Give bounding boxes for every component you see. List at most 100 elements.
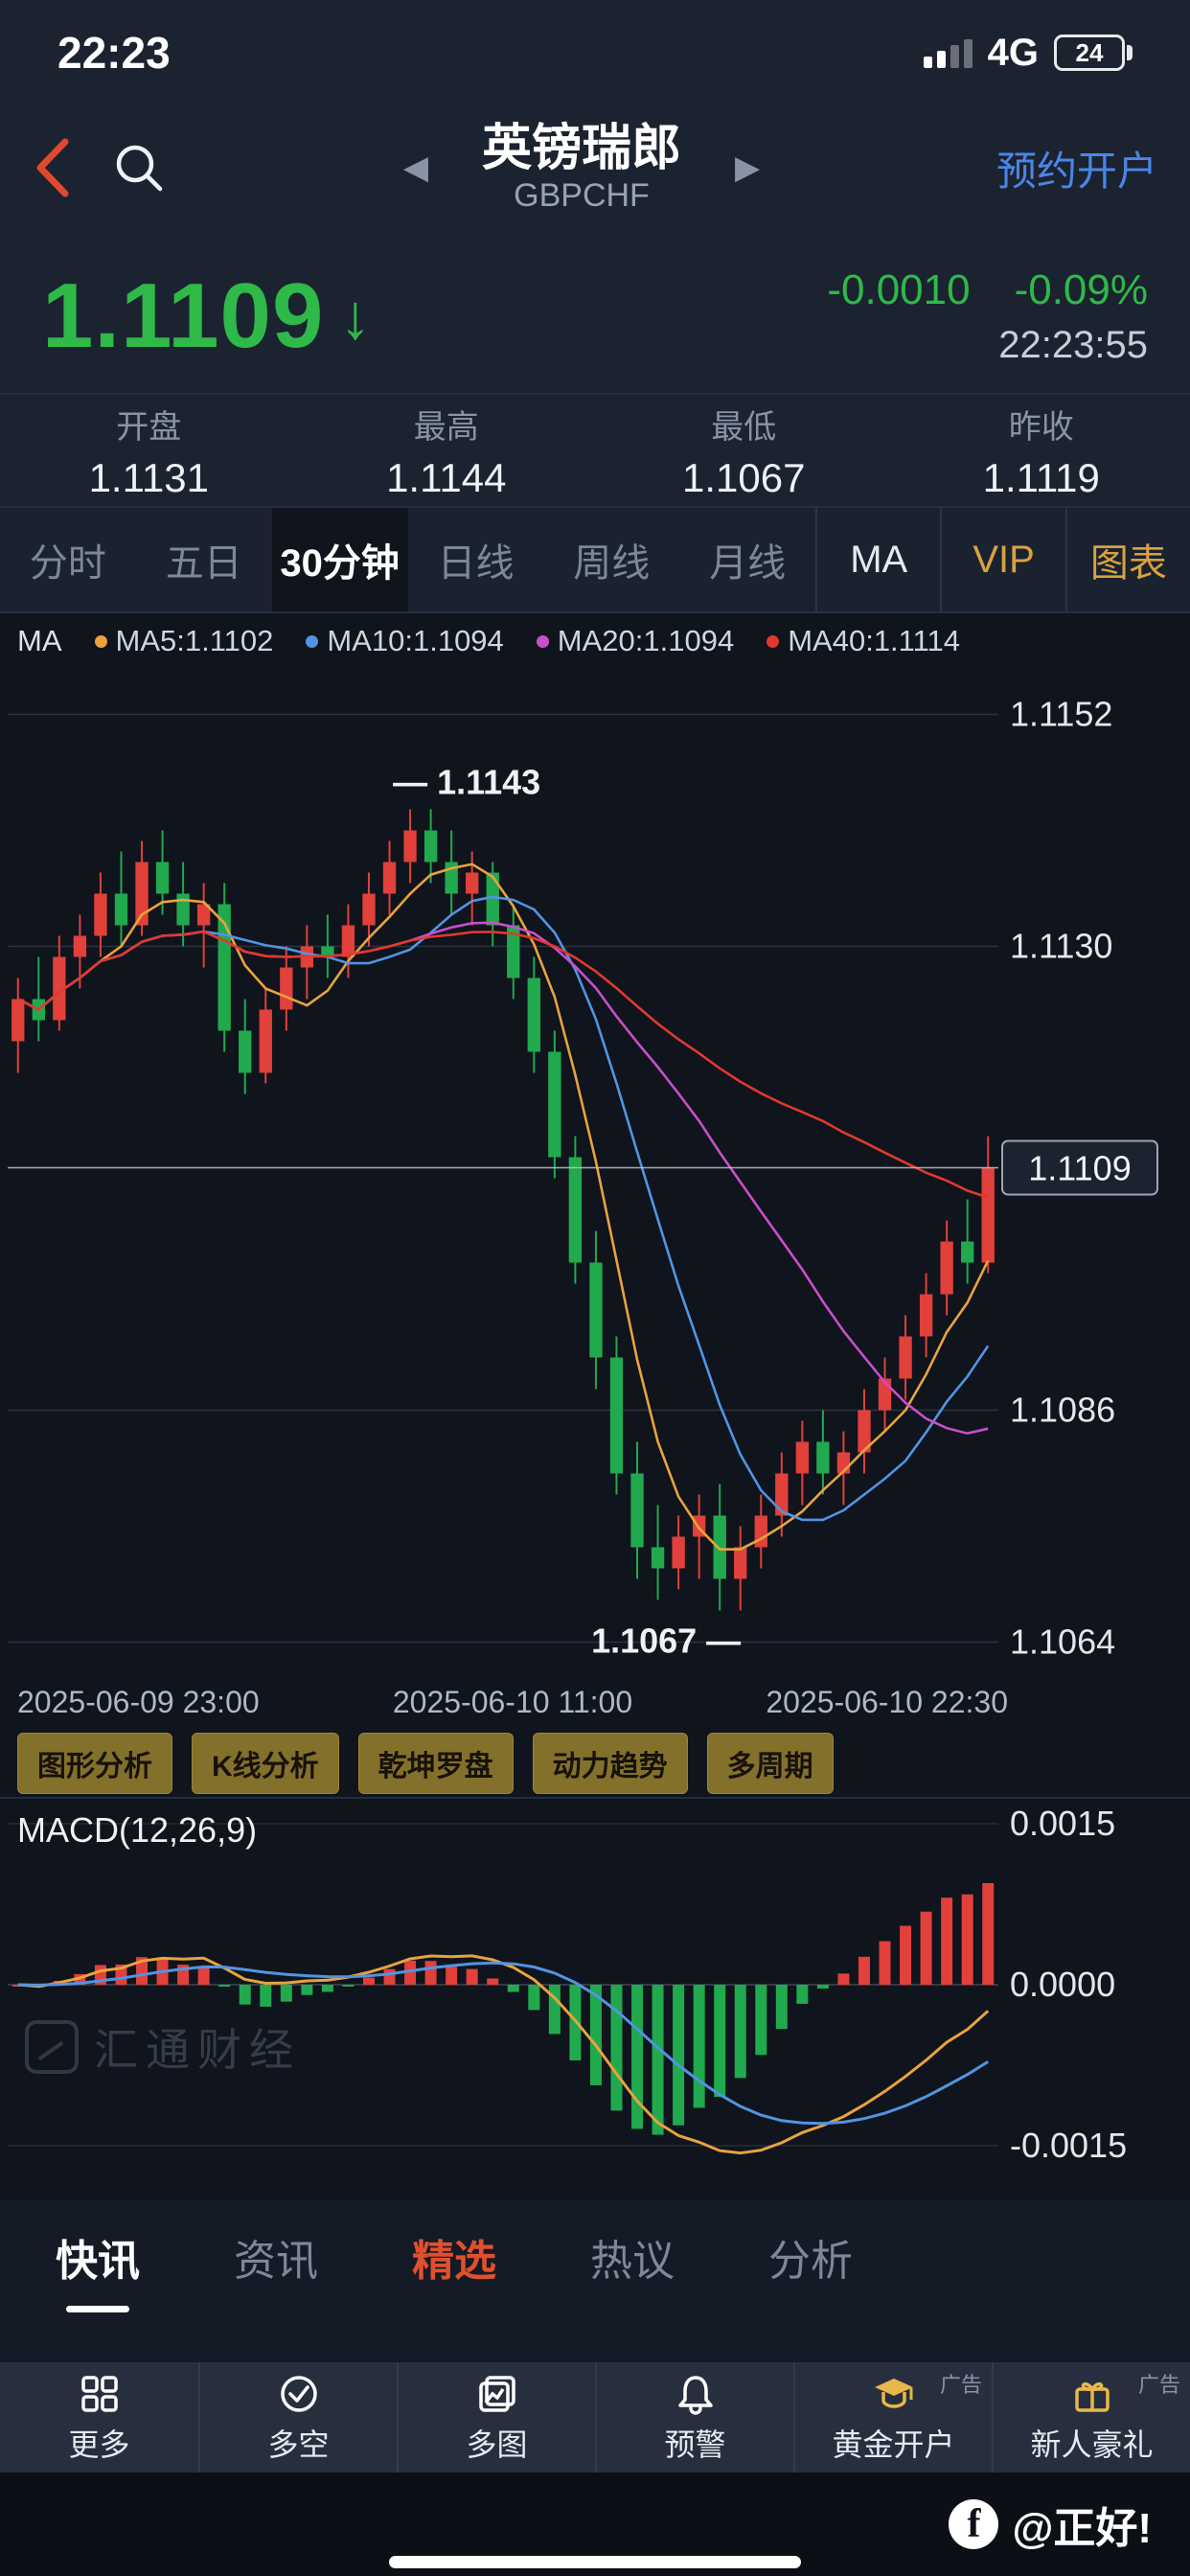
vip-button[interactable]: VIP	[940, 508, 1064, 611]
x-label-end: 2025-06-10 22:30	[766, 1684, 1008, 1719]
nav-more[interactable]: 更多	[0, 2362, 198, 2472]
svg-text:1.1064: 1.1064	[1010, 1622, 1115, 1662]
momentum-trend-button[interactable]: 动力趋势	[532, 1733, 688, 1794]
ad-badge: 广告	[1137, 2373, 1180, 2397]
ma10-legend: MA10:1.1094	[306, 624, 504, 658]
multi-period-button[interactable]: 多周期	[706, 1733, 834, 1794]
tab-fenxi[interactable]: 分析	[768, 2238, 853, 2285]
grid-icon	[80, 2375, 118, 2412]
tab-monthly[interactable]: 月线	[709, 542, 787, 585]
analysis-buttons-row: 图形分析 K线分析 乾坤罗盘 动力趋势 多周期	[0, 1730, 1190, 1797]
header-center: ◀ 英镑瑞郎 GBPCHF ▶	[167, 121, 996, 216]
tab-reyi[interactable]: 热议	[590, 2238, 675, 2285]
battery-icon: 24	[1054, 34, 1133, 71]
ma40-dot-icon	[767, 634, 780, 648]
gold-cap-icon	[874, 2378, 913, 2408]
next-symbol-icon[interactable]: ▶	[735, 149, 761, 186]
stat-prev-close: 昨收 1.1119	[982, 408, 1100, 500]
quote-change-block: -0.0010 -0.09% 22:23:55	[827, 266, 1148, 367]
svg-text:1.1067 —: 1.1067 —	[591, 1622, 741, 1661]
tab-weekly[interactable]: 周线	[573, 542, 651, 585]
nav-long-short[interactable]: 多空	[198, 2362, 397, 2472]
stat-open: 开盘 1.1131	[88, 408, 209, 500]
ma40-legend: MA40:1.1114	[767, 624, 960, 658]
bottom-nav: 更多 多空 多图 预警 广告 黄金开户 广告 新人豪礼	[0, 2362, 1190, 2472]
svg-text:0.0000: 0.0000	[1010, 1965, 1115, 2004]
bell-icon	[677, 2375, 713, 2415]
prev-symbol-icon[interactable]: ◀	[402, 149, 428, 186]
quote-row: 1.1109 ↓ -0.0010 -0.09% 22:23:55	[0, 240, 1190, 393]
macd-title: MACD(12,26,9)	[17, 1810, 258, 1850]
title-block: 英镑瑞郎 GBPCHF	[482, 121, 681, 216]
svg-text:1.1086: 1.1086	[1010, 1391, 1115, 1430]
news-tabs: 快讯 资讯 精选 热议 分析	[0, 2199, 1190, 2314]
svg-text:— 1.1143: — 1.1143	[393, 763, 540, 802]
kline-analysis-button[interactable]: K线分析	[192, 1733, 339, 1794]
nav-alert[interactable]: 预警	[595, 2362, 793, 2472]
svg-text:1.1152: 1.1152	[1010, 695, 1112, 734]
tab-zixun[interactable]: 资讯	[234, 2238, 318, 2285]
ma-legend: MA MA5:1.1102 MA10:1.1094 MA20:1.1094 MA…	[0, 613, 1190, 663]
page-title: 英镑瑞郎	[481, 120, 681, 176]
ma20-legend: MA20:1.1094	[536, 624, 734, 658]
x-axis-labels: 2025-06-09 23:00 2025-06-10 11:00 2025-0…	[0, 1679, 1190, 1725]
qiankun-compass-button[interactable]: 乾坤罗盘	[357, 1733, 514, 1794]
search-icon[interactable]	[111, 140, 167, 196]
svg-text:1.1130: 1.1130	[1010, 927, 1112, 966]
ma-button[interactable]: MA	[815, 508, 940, 611]
header: ◀ 英镑瑞郎 GBPCHF ▶ 预约开户	[0, 96, 1190, 240]
tab-wuri[interactable]: 五日	[165, 542, 242, 585]
network-label: 4G	[987, 31, 1039, 74]
ma10-dot-icon	[306, 634, 319, 648]
gauge-check-icon	[280, 2375, 317, 2412]
macd-chart[interactable]: 0.0015 0.0000 -0.0015	[0, 1799, 1190, 2201]
gift-icon	[1074, 2381, 1110, 2412]
ad-badge: 广告	[939, 2373, 982, 2397]
current-price: 1.1109	[42, 264, 325, 367]
tab-30min[interactable]: 30分钟	[271, 508, 408, 611]
stats-row: 开盘 1.1131 最高 1.1144 最低 1.1067 昨收 1.1119	[0, 393, 1190, 508]
social-handle: @正好!	[1012, 2505, 1152, 2552]
ma5-dot-icon	[94, 634, 107, 648]
price-change-percent: -0.09%	[1014, 265, 1148, 313]
home-indicator[interactable]	[389, 2556, 801, 2568]
macd-panel[interactable]: MACD(12,26,9) 0.0015 0.0000 -0.0015 汇通财经	[0, 1797, 1190, 2199]
x-label-mid: 2025-06-10 11:00	[392, 1684, 633, 1719]
nav-multi-chart[interactable]: 多图	[397, 2362, 595, 2472]
symbol-code: GBPCHF	[514, 177, 650, 215]
tab-daily[interactable]: 日线	[437, 542, 515, 585]
footer: f @正好!	[0, 2472, 1190, 2576]
status-time: 22:23	[57, 28, 171, 78]
price-down-arrow-icon: ↓	[339, 281, 372, 352]
svg-text:-0.0015: -0.0015	[1010, 2126, 1127, 2165]
status-bar: 22:23 4G 24	[0, 0, 1190, 96]
status-right: 4G 24	[923, 31, 1133, 75]
quote-time: 22:23:55	[998, 323, 1148, 366]
svg-text:1.1109: 1.1109	[1028, 1149, 1131, 1188]
ma20-dot-icon	[536, 634, 549, 648]
candlestick-chart-panel[interactable]: MA MA5:1.1102 MA10:1.1094 MA20:1.1094 MA…	[0, 613, 1190, 1730]
nav-gold-account[interactable]: 广告 黄金开户	[793, 2362, 992, 2472]
signal-icon	[923, 37, 973, 68]
nav-newbie-gift[interactable]: 广告 新人豪礼	[992, 2362, 1190, 2472]
price-change: -0.0010	[827, 265, 971, 313]
spacer	[0, 2314, 1190, 2362]
tab-jingxuan[interactable]: 精选	[412, 2238, 496, 2285]
candlestick-chart[interactable]: 1.1152 1.1130 1.1086 1.1064 — 1.1143 1.1067 —…	[0, 663, 1190, 1679]
facebook-icon[interactable]: f	[949, 2499, 999, 2549]
battery-percent: 24	[1054, 34, 1125, 71]
tab-fenshi[interactable]: 分时	[29, 542, 106, 585]
open-account-link[interactable]: 预约开户	[995, 148, 1157, 194]
stat-high: 最高 1.1144	[386, 408, 507, 500]
tab-kuaixun[interactable]: 快讯	[56, 2207, 140, 2307]
back-icon[interactable]	[33, 136, 73, 199]
period-tabs: 分时 五日 30分钟 日线 周线 月线 MA VIP 图表	[0, 508, 1190, 613]
multi-chart-icon	[478, 2375, 515, 2412]
ma5-legend: MA5:1.1102	[94, 624, 273, 658]
stat-low: 最低 1.1067	[682, 408, 806, 500]
svg-text:0.0015: 0.0015	[1010, 1804, 1115, 1843]
x-label-start: 2025-06-09 23:00	[17, 1684, 260, 1719]
shape-analysis-button[interactable]: 图形分析	[17, 1733, 172, 1794]
chart-style-button[interactable]: 图表	[1064, 508, 1190, 611]
